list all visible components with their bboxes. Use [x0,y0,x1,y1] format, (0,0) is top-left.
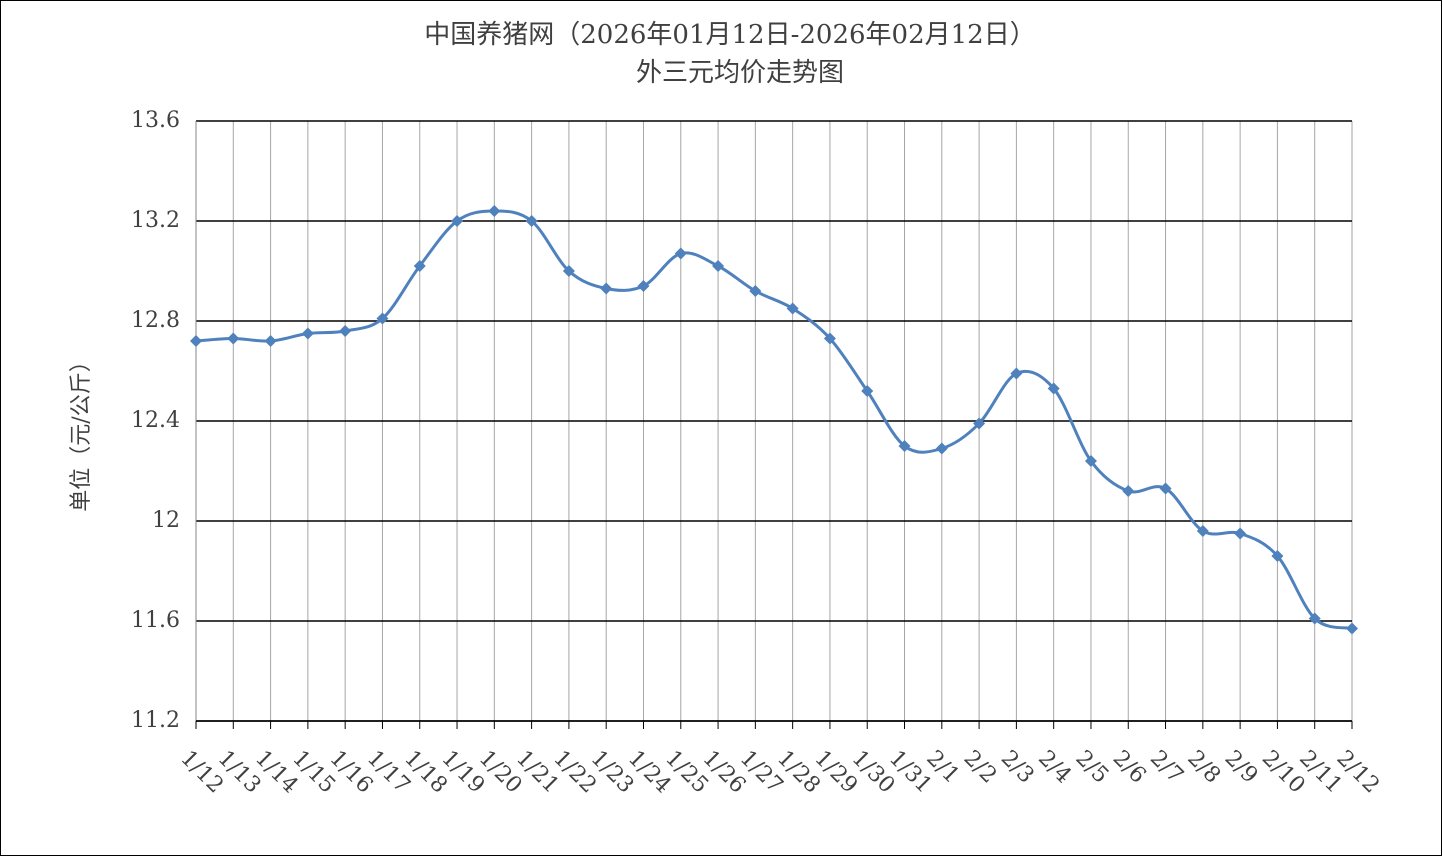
data-point [935,442,948,455]
data-point [749,285,762,297]
y-tick-label: 11.2 [131,708,180,733]
chart-title: 中国养猪网（2026年01月12日-2026年02月12日） [424,20,1035,50]
data-point [1122,485,1135,497]
data-point [451,215,464,227]
data-point [786,302,799,315]
chart-subtitle: 外三元均价走势图 [636,58,844,88]
data-point [376,312,389,325]
y-tick-label: 12.8 [131,308,180,333]
data-point [301,327,314,340]
data-point [1271,550,1284,562]
data-point [525,215,538,227]
data-point [1234,527,1247,540]
y-axis-label: 单位（元/公斤） [69,350,94,511]
data-point [339,325,352,337]
data-point [898,440,911,452]
data-point [1308,612,1321,625]
data-point [562,265,575,277]
data-point [413,260,426,272]
data-point [1346,622,1358,635]
y-tick-label: 13.2 [131,208,180,233]
y-tick-label: 12.4 [131,408,180,433]
data-point [1196,525,1209,537]
series-line [195,209,1353,630]
data-point [823,332,836,345]
data-point [861,385,874,397]
data-point [1010,367,1023,380]
y-tick-label: 13.6 [131,108,180,133]
data-point [600,282,613,295]
data-point [488,205,501,217]
data-point [1084,455,1097,467]
data-point [190,335,202,347]
y-tick-label: 11.6 [131,608,180,633]
data-point [973,417,986,430]
data-point [1159,482,1172,495]
data-point [227,332,240,345]
data-point [674,247,687,260]
data-point [712,260,725,272]
y-tick-label: 12 [152,508,180,533]
data-point [1047,382,1060,395]
data-point [637,280,650,292]
data-point [264,335,277,347]
